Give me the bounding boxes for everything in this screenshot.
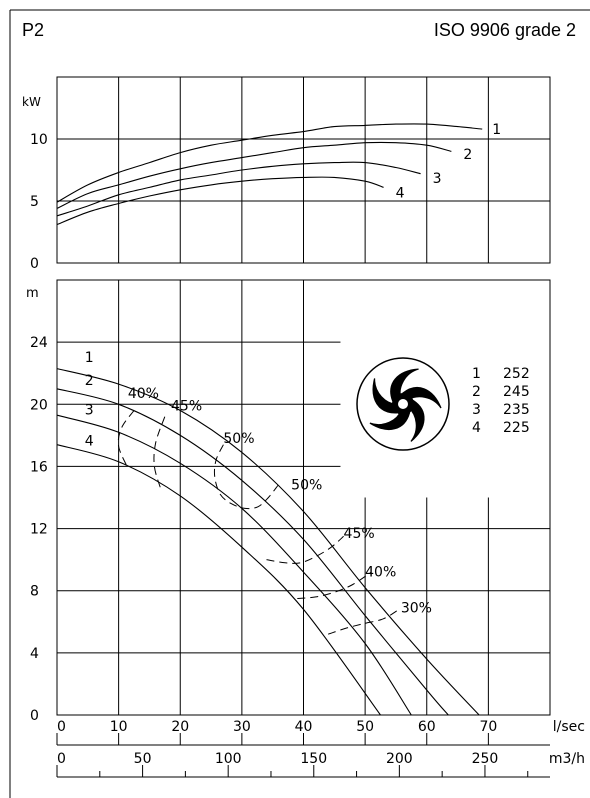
head-ytick-label: 20 [30,397,48,413]
legend-item-value: 235 [503,402,530,418]
legend-item-index: 4 [472,420,481,436]
x-axes: 0 10 20 30 40 50 60 70 l/sec 0 50 100 150 200 250 m3/h [56,719,585,778]
legend-item-value: 252 [503,366,530,382]
x-axis-label-m3h: m3/h [549,751,585,767]
efficiency-line [266,535,344,564]
efficiency-line [213,444,279,510]
impeller-vane [369,409,411,431]
chart-header-right: ISO 9906 grade 2 [433,20,576,40]
head-ytick-label: 0 [30,708,39,724]
power-ytick-label: 0 [30,256,39,272]
impeller-vane [402,387,442,409]
legend-item-index: 3 [472,402,481,418]
head-ytick-label: 24 [30,335,48,351]
power-ytick-label: 5 [30,194,39,210]
head-curve-label: 3 [85,403,94,419]
head-curve-1 [56,368,480,716]
power-curve-label: 1 [492,122,501,138]
impeller-bore [398,399,408,409]
x-tick-label-m3h: 0 [57,751,66,767]
x-tick-label-lps: 10 [110,719,128,735]
impeller-vane [372,378,398,414]
head-curve-label: 1 [85,350,94,366]
head-curve-label: 2 [85,373,94,389]
x-tick-label-lps: 40 [295,719,313,735]
efficiency-line [153,416,166,489]
x-tick-label-m3h: 200 [386,751,413,767]
power-panel: 0 5 10 kW 1 2 3 4 [22,76,551,272]
x-tick-label-lps: 30 [233,719,251,735]
impeller-outline [356,357,450,451]
head-ytick-label: 8 [30,584,39,600]
head-curve-label: 4 [85,434,94,450]
head-ytick-label: 12 [30,522,48,538]
efficiency-label: 50% [223,431,254,447]
x-tick-label-lps: 20 [171,719,189,735]
legend: 1 252 2 245 3 235 4 225 [472,366,530,436]
power-curve-4 [56,176,384,226]
chart-header-left: P2 [22,20,45,40]
head-curve-3 [56,414,412,716]
efficiency-label: 45% [171,399,202,415]
head-curve-4 [56,444,381,716]
power-curve-label: 2 [463,147,472,163]
x-tick-label-m3h: 100 [215,751,242,767]
head-ytick-label: 16 [30,459,48,475]
head-ylabel: m [26,286,39,301]
efficiency-line [327,608,400,635]
x-tick-label-m3h: 150 [300,751,327,767]
power-curve-label: 4 [396,186,405,202]
power-curve-2 [56,141,452,209]
efficiency-label: 50% [291,478,322,494]
x-tick-label-lps: 50 [356,719,374,735]
x-tick-label-m3h: 250 [472,751,499,767]
x-tick-label-m3h: 50 [134,751,152,767]
power-curve-1 [56,123,483,203]
x-tick-label-lps: 0 [57,719,66,735]
power-ylabel: kW [22,95,41,109]
impeller-vane [390,368,419,402]
head-curve-2 [56,388,449,716]
efficiency-label: 40% [128,386,159,402]
impeller-vane [407,399,425,442]
x-axis-label-lps: l/sec [553,719,585,735]
x-tick-label-lps: 60 [418,719,436,735]
efficiency-label: 30% [401,600,432,616]
head-ytick-label: 4 [30,646,39,662]
efficiency-line [117,410,135,469]
efficiency-label: 45% [344,526,375,542]
efficiency-label: 40% [365,565,396,581]
legend-item-value: 245 [503,384,530,400]
legend-item-index: 2 [472,384,481,400]
x-tick-label-lps: 70 [479,719,497,735]
power-curve-3 [56,161,421,217]
legend-item-index: 1 [472,366,481,382]
power-curve-label: 3 [433,171,442,187]
impeller-icon [356,357,450,451]
legend-item-value: 225 [503,420,530,436]
power-ytick-label: 10 [30,132,48,148]
